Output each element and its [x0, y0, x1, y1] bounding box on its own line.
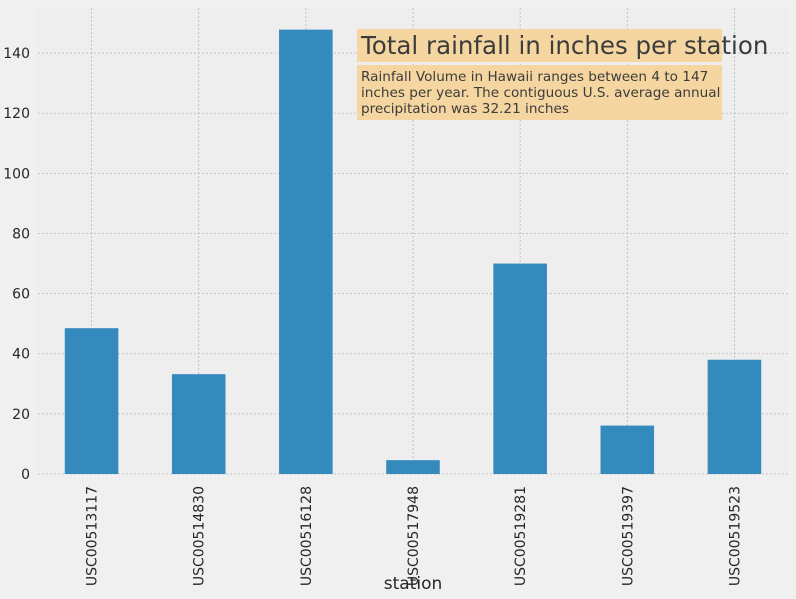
x-tick-label: USC00519397 — [620, 486, 636, 586]
y-tick-label: 60 — [12, 287, 30, 303]
x-tick-label: USC00519523 — [727, 486, 743, 586]
y-tick-label: 40 — [12, 347, 30, 363]
bar-usc00519397 — [600, 425, 655, 474]
bar-usc00519523 — [707, 359, 762, 474]
annotation-line-1: Rainfall Volume in Hawaii ranges between… — [361, 69, 708, 85]
bar-usc00514830 — [171, 374, 226, 474]
x-tick-label: USC00516128 — [299, 486, 315, 586]
bars — [64, 29, 762, 474]
annotation-title-background — [357, 29, 722, 62]
annotation-line-2: inches per year. The contiguous U.S. ave… — [361, 85, 720, 101]
bar-usc00519281 — [493, 263, 547, 474]
annotation-line-3: precipitation was 32.21 inches — [361, 101, 569, 117]
bar-usc00513117 — [64, 328, 119, 474]
annotation-body-background — [357, 65, 722, 120]
annotation-title: Total rainfall in inches per station — [360, 31, 768, 60]
bar-usc00517948 — [386, 460, 440, 474]
y-tick-label: 100 — [3, 166, 30, 182]
y-tick-label: 140 — [3, 46, 30, 62]
x-tick-label: USC00513117 — [85, 486, 101, 586]
annotation-box: Total rainfall in inches per station Rai… — [357, 29, 768, 120]
x-axis-label: station — [384, 574, 443, 594]
y-tick-label: 20 — [12, 407, 30, 423]
y-tick-label: 0 — [21, 467, 30, 483]
y-tick-label: 80 — [12, 226, 30, 242]
x-tick-label: USC00519281 — [513, 486, 529, 586]
y-axis-ticks: 0 20 40 60 80 100 120 140 — [3, 46, 30, 483]
x-tick-label: USC00514830 — [192, 486, 208, 586]
x-tick-label: USC00517948 — [406, 486, 422, 586]
x-axis-ticks: USC00513117 USC00514830 USC00516128 USC0051… — [85, 486, 744, 586]
bar-usc00516128 — [279, 29, 333, 474]
y-tick-label: 120 — [3, 106, 30, 122]
